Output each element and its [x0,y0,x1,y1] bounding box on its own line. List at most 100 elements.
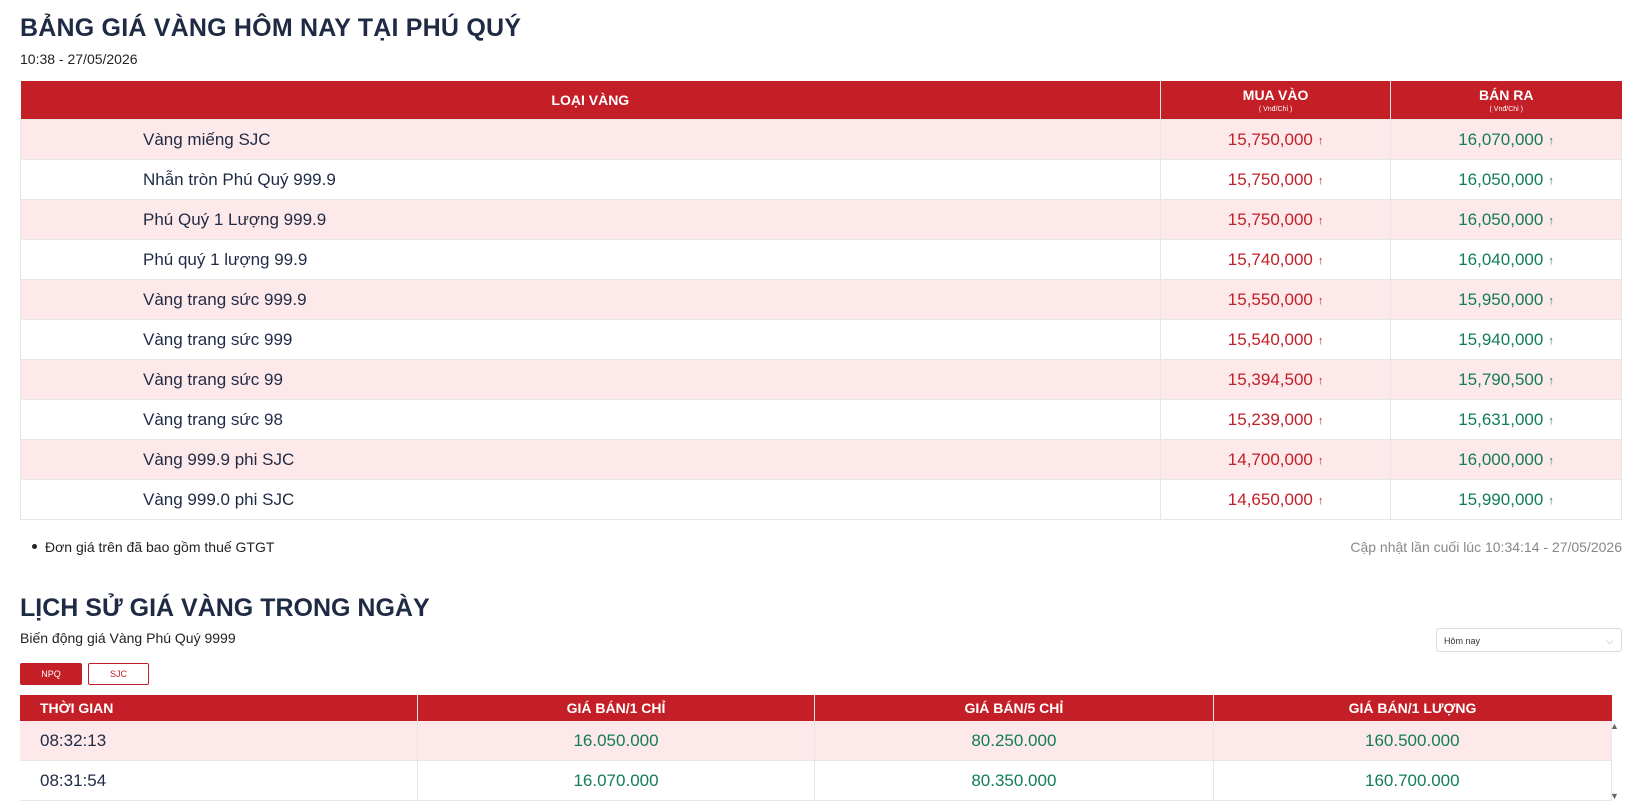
gold-type-name: Vàng trang sức 999 [19,319,1162,360]
buy-price-cell: 15,750,000 ↑ [1160,119,1392,160]
price-row: Vàng 999.0 phi SJC 14,650,000 ↑ 15,990,000 ↑ [19,479,1622,520]
chevron-down-icon: ⌵ [1606,636,1613,646]
up-arrow-icon: ↑ [1548,214,1554,227]
scroll-up-icon[interactable]: ▲ [1610,721,1619,731]
history-time: 08:31:54 [20,760,418,801]
buy-price: 14,700,000 [1227,449,1313,469]
gold-type-name: Phú quý 1 lượng 99.9 [19,239,1162,280]
history-scrollbar[interactable]: ▲ ▼ [1608,721,1622,801]
gold-type-name: Vàng trang sức 98 [19,399,1162,440]
gold-type-name: Vàng trang sức 999.9 [19,279,1162,320]
up-arrow-icon: ↑ [1548,254,1554,267]
up-arrow-icon: ↑ [1317,334,1324,347]
sell-price-cell: 15,631,000 ↑ [1390,399,1622,440]
col-gold-type: LOẠI VÀNG [20,81,1162,120]
last-updated: Cập nhật lần cuối lúc 10:34:14 - 27/05/2… [1350,539,1622,555]
scroll-down-icon[interactable]: ▼ [1610,791,1619,801]
up-arrow-icon: ↑ [1548,334,1554,347]
sell-price: 15,950,000 [1458,289,1544,309]
sell-price: 16,040,000 [1458,249,1544,269]
buy-price-cell: 15,394,500 ↑ [1160,359,1392,400]
gold-type-name: Phú Quý 1 Lượng 999.9 [19,199,1162,240]
page-title: BẢNG GIÁ VÀNG HÔM NAY TẠI PHÚ QUÝ [20,14,522,42]
period-select[interactable]: Hôm nay ⌵ [1436,628,1622,652]
gold-type-name: Vàng miếng SJC [19,119,1162,160]
buy-price-cell: 15,740,000 ↑ [1160,239,1392,280]
price-1-luong: 160.500.000 [1213,721,1613,761]
price-row: Phú Quý 1 Lượng 999.9 15,750,000 ↑ 16,050,0… [19,199,1622,240]
tab-npq[interactable]: NPQ [20,663,82,685]
buy-price: 15,750,000 [1227,169,1313,189]
buy-price-cell: 15,540,000 ↑ [1160,319,1392,360]
buy-price-cell: 15,239,000 ↑ [1160,399,1392,440]
up-arrow-icon: ↑ [1317,134,1324,147]
history-time: 08:32:13 [20,721,418,761]
up-arrow-icon: ↑ [1317,174,1324,187]
price-1-luong: 160.700.000 [1213,760,1613,801]
buy-price-cell: 15,750,000 ↑ [1160,199,1392,240]
tab-sjc[interactable]: SJC [88,663,149,685]
up-arrow-icon: ↑ [1548,494,1554,507]
buy-price: 15,394,500 [1227,369,1313,389]
price-1-chi: 16.070.000 [417,760,816,801]
history-subtitle: Biến động giá Vàng Phú Quý 9999 [20,630,236,646]
up-arrow-icon: ↑ [1548,454,1554,467]
price-row: Vàng trang sức 999.9 15,550,000 ↑ 15,950,00… [19,279,1622,320]
tax-note: Đơn giá trên đã bao gồm thuế GTGT [32,539,274,555]
price-5-chi: 80.350.000 [814,760,1214,801]
up-arrow-icon: ↑ [1548,174,1554,187]
buy-price-cell: 14,650,000 ↑ [1160,479,1392,520]
up-arrow-icon: ↑ [1548,414,1554,427]
up-arrow-icon: ↑ [1548,294,1554,307]
buy-price: 15,750,000 [1227,129,1313,149]
price-1-chi: 16.050.000 [417,721,816,761]
unit-label: ( Vnđ/Chỉ ) [1258,106,1293,113]
price-row: Vàng trang sức 999 15,540,000 ↑ 15,940,000 ↑ [19,319,1622,360]
sell-price-cell: 15,990,000 ↑ [1390,479,1622,520]
sell-price: 15,790,500 [1458,369,1544,389]
buy-price: 15,550,000 [1227,289,1313,309]
up-arrow-icon: ↑ [1317,414,1324,427]
col-price-5-chi: GIÁ BÁN/5 CHỈ [814,695,1214,721]
up-arrow-icon: ↑ [1317,454,1324,467]
sell-price-cell: 15,950,000 ↑ [1390,279,1622,320]
sell-price: 16,070,000 [1458,129,1544,149]
col-buy: MUA VÀO( Vnđ/Chỉ ) [1160,81,1392,120]
price-row: Vàng trang sức 99 15,394,500 ↑ 15,790,500 ↑ [19,359,1622,400]
up-arrow-icon: ↑ [1317,294,1324,307]
sell-price: 15,990,000 [1458,489,1544,509]
gold-type-name: Vàng 999.0 phi SJC [19,479,1162,520]
history-table: THỜI GIAN GIÁ BÁN/1 CHỈ GIÁ BÁN/5 CHỈ GI… [20,695,1613,801]
price-5-chi: 80.250.000 [814,721,1214,761]
col-time: THỜI GIAN [20,695,418,721]
price-row: Vàng 999.9 phi SJC 14,700,000 ↑ 16,000,000 ↑ [19,439,1622,480]
sell-price: 16,000,000 [1458,449,1544,469]
history-row: 08:32:13 16.050.000 80.250.000 160.500.000 [20,721,1613,761]
buy-price: 15,540,000 [1227,329,1313,349]
price-row: Phú quý 1 lượng 99.9 15,740,000 ↑ 16,040,00… [19,239,1622,280]
buy-price: 15,239,000 [1227,409,1313,429]
sell-price: 16,050,000 [1458,169,1544,189]
buy-price: 14,650,000 [1227,489,1313,509]
price-row: Nhẫn tròn Phú Quý 999.9 15,750,000 ↑ 16,050… [19,159,1622,200]
history-table-header: THỜI GIAN GIÁ BÁN/1 CHỈ GIÁ BÁN/5 CHỈ GI… [20,695,1612,721]
sell-price-cell: 16,000,000 ↑ [1390,439,1622,480]
buy-price-cell: 15,550,000 ↑ [1160,279,1392,320]
buy-price: 15,750,000 [1227,209,1313,229]
page-timestamp: 10:38 - 27/05/2026 [20,51,138,67]
sell-price-cell: 15,790,500 ↑ [1390,359,1622,400]
sell-price-cell: 16,070,000 ↑ [1390,119,1622,160]
sell-price: 15,940,000 [1458,329,1544,349]
buy-price-cell: 14,700,000 ↑ [1160,439,1392,480]
up-arrow-icon: ↑ [1317,374,1324,387]
buy-price-cell: 15,750,000 ↑ [1160,159,1392,200]
up-arrow-icon: ↑ [1548,374,1554,387]
col-price-1-chi: GIÁ BÁN/1 CHỈ [417,695,816,721]
col-price-1-luong: GIÁ BÁN/1 LƯỢNG [1213,695,1612,721]
sell-price: 15,631,000 [1458,409,1544,429]
sell-price-cell: 16,040,000 ↑ [1390,239,1622,280]
up-arrow-icon: ↑ [1317,214,1324,227]
buy-price: 15,740,000 [1227,249,1313,269]
sell-price-cell: 16,050,000 ↑ [1390,159,1622,200]
sell-price-cell: 15,940,000 ↑ [1390,319,1622,360]
